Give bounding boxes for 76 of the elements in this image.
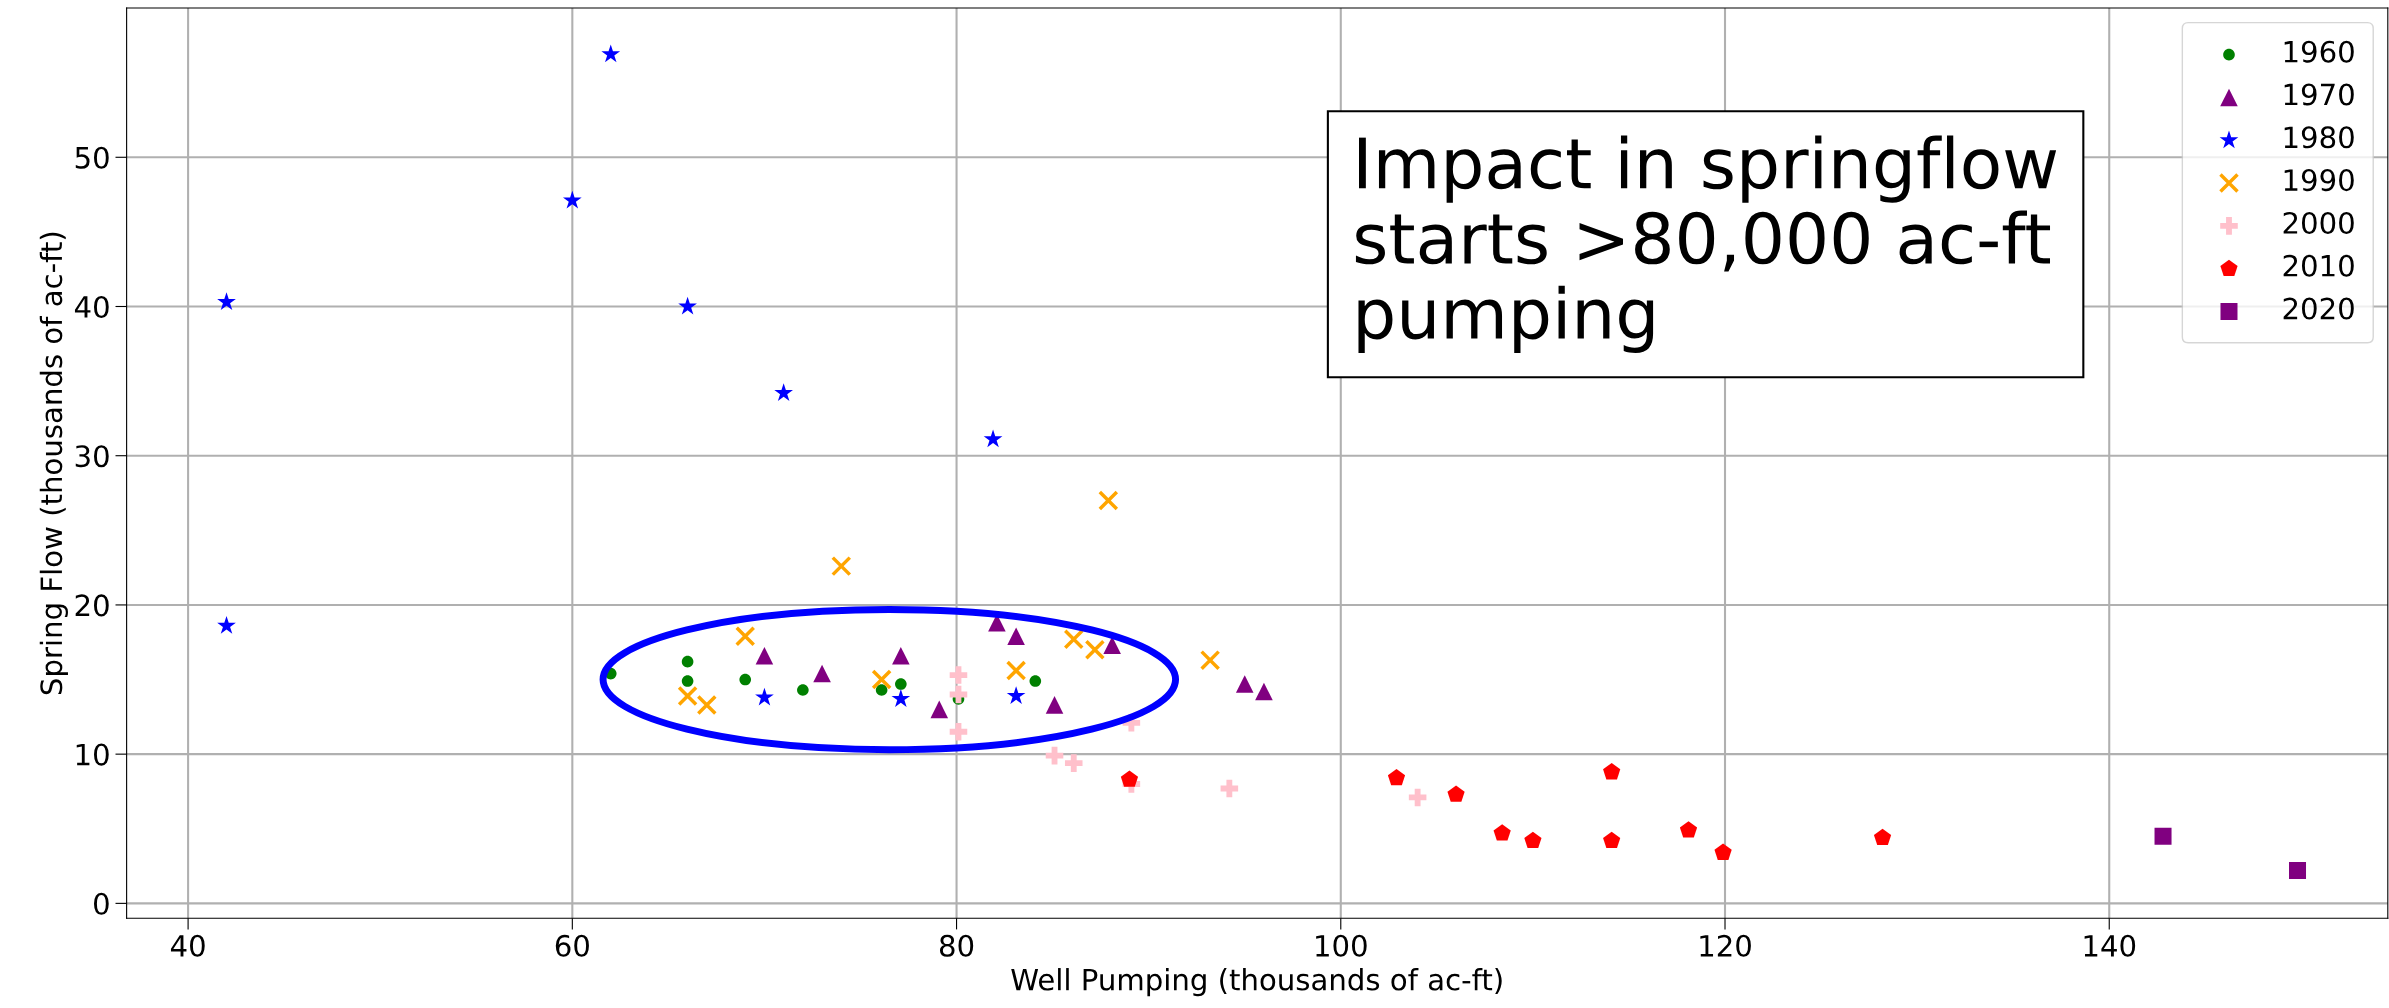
- point: [739, 673, 752, 686]
- annotation: Impact in springflow starts >80,000 ac-ft pumping: [1355, 135, 2057, 353]
- x-tick-label: 140: [2084, 934, 2136, 957]
- point: [677, 685, 698, 707]
- point: [813, 664, 831, 683]
- point: [930, 700, 949, 719]
- point: [891, 689, 911, 707]
- point: [601, 44, 621, 63]
- point: [1493, 824, 1511, 841]
- point: [1873, 828, 1892, 846]
- x-axis-title: Well Pumping (thousands of ac-ft): [1011, 968, 1502, 997]
- point: [1045, 746, 1064, 765]
- y-tick-label: 50: [75, 146, 109, 169]
- point: [755, 687, 774, 706]
- point: [892, 646, 910, 665]
- point: [1007, 627, 1025, 646]
- legend-label: 2020: [2283, 297, 2354, 320]
- y-tick-label: 0: [94, 892, 109, 915]
- legend-label: 1960: [2284, 40, 2354, 63]
- point: [774, 383, 793, 401]
- legend-label: 2010: [2283, 254, 2354, 277]
- point: [1103, 636, 1121, 654]
- point: [681, 675, 694, 687]
- point: [1220, 779, 1239, 798]
- point: [1408, 788, 1427, 807]
- point: [1098, 490, 1119, 511]
- point: [217, 292, 236, 310]
- y-tick-label: 10: [76, 743, 109, 766]
- point: [895, 678, 907, 690]
- point: [1199, 649, 1221, 671]
- point: [678, 296, 697, 315]
- legend-label: 1980: [2284, 126, 2354, 149]
- x-tick-label: 40: [170, 934, 205, 957]
- x-tick-label: 80: [939, 934, 974, 957]
- point: [1255, 682, 1273, 701]
- legend-label: 1970: [2284, 83, 2354, 106]
- point: [797, 684, 809, 696]
- point: [696, 694, 718, 716]
- point: [1603, 763, 1621, 780]
- y-tick-label: 20: [75, 594, 109, 617]
- point: [1064, 754, 1083, 772]
- y-tick-label: 40: [74, 295, 109, 318]
- point: [1029, 675, 1042, 687]
- point: [1084, 639, 1106, 660]
- point: [734, 626, 756, 647]
- point: [217, 616, 236, 634]
- point: [1387, 768, 1406, 786]
- point: [1524, 831, 1542, 849]
- point: [949, 666, 968, 684]
- y-tick-label: 30: [75, 445, 109, 468]
- point: [1235, 675, 1254, 693]
- point: [1006, 686, 1026, 704]
- point: [1005, 660, 1027, 681]
- point: [2289, 862, 2307, 880]
- point: [1679, 821, 1698, 838]
- point: [1045, 696, 1064, 714]
- point: [2154, 827, 2172, 845]
- x-tick-label: 60: [555, 934, 589, 957]
- point: [681, 655, 694, 668]
- y-axis-title: Spring Flow (thousands of ac-ft): [39, 232, 68, 695]
- point: [755, 646, 774, 665]
- point: [1714, 843, 1732, 860]
- point: [983, 429, 1003, 448]
- x-tick-label: 120: [1700, 934, 1751, 957]
- point: [831, 555, 852, 577]
- point: [875, 684, 888, 696]
- point: [1063, 629, 1084, 650]
- point: [1447, 785, 1465, 802]
- legend-label: 1990: [2284, 169, 2354, 192]
- point: [871, 669, 892, 690]
- legend-label: 2000: [2283, 211, 2354, 234]
- point: [1603, 831, 1621, 849]
- point: [949, 722, 968, 741]
- point: [562, 190, 582, 209]
- point: [1120, 770, 1139, 787]
- x-tick-label: 100: [1316, 934, 1367, 957]
